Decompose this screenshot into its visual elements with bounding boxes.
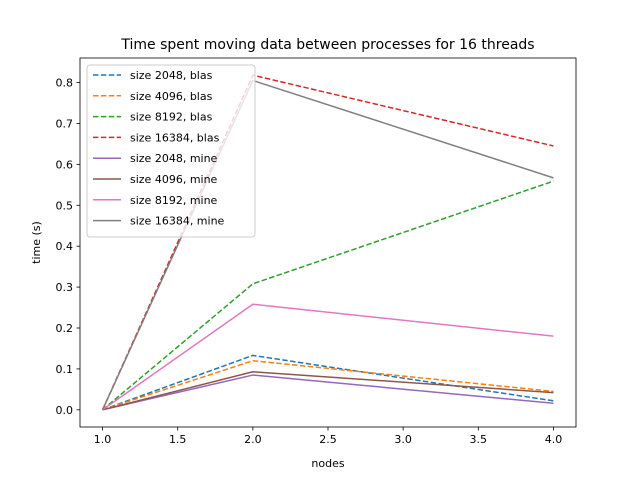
y-tick-label: 0.6 [56, 158, 74, 171]
legend-label: size 16384, blas [130, 131, 220, 144]
legend-label: size 2048, blas [130, 69, 213, 82]
legend-box [86, 64, 256, 238]
legend-label: size 8192, blas [130, 111, 213, 124]
series-line-3 [102, 180, 554, 411]
x-tick-label: 3.0 [394, 433, 412, 446]
y-tick-label: 0.5 [56, 199, 74, 212]
x-tick-label: 2.5 [319, 433, 337, 446]
series-line-2 [102, 359, 554, 411]
y-tick-label: 0.3 [56, 281, 74, 294]
y-tick-label: 0.2 [56, 322, 74, 335]
series-line-5 [102, 374, 554, 411]
y-tick-label: 0.4 [56, 240, 74, 253]
x-tick-label: 1.5 [169, 433, 187, 446]
x-axis: 1.0 1.5 2.0 2.5 3.0 3.5 4.0 [94, 427, 562, 446]
legend: size 2048, blas size 4096, blas size 8192,… [86, 64, 256, 238]
series-line-7 [102, 303, 554, 411]
y-tick-label: 0.0 [56, 404, 74, 417]
legend-label: size 4096, mine [130, 173, 218, 186]
legend-label: size 8192, mine [130, 194, 218, 207]
series-line-6 [102, 371, 554, 411]
x-tick-label: 3.5 [470, 433, 488, 446]
legend-label: size 16384, mine [130, 215, 225, 228]
series-line-1 [102, 354, 554, 411]
legend-label: size 4096, blas [130, 90, 213, 103]
x-tick-label: 1.0 [94, 433, 112, 446]
legend-label: size 2048, mine [130, 152, 218, 165]
x-tick-label: 2.0 [244, 433, 262, 446]
y-tick-label: 0.8 [56, 77, 74, 90]
y-tick-label: 0.7 [56, 117, 74, 130]
legend-items: size 2048, blas size 4096, blas size 8192,… [93, 69, 225, 228]
y-axis-label: time (s) [30, 221, 43, 264]
x-axis-label: nodes [311, 457, 344, 470]
y-tick-label: 0.1 [56, 363, 74, 376]
x-tick-label: 4.0 [545, 433, 563, 446]
y-axis: 0.0 0.1 0.2 0.3 0.4 0.5 0.6 0.7 0.8 [56, 77, 80, 417]
chart-title: Time spent moving data between processes… [120, 37, 534, 53]
